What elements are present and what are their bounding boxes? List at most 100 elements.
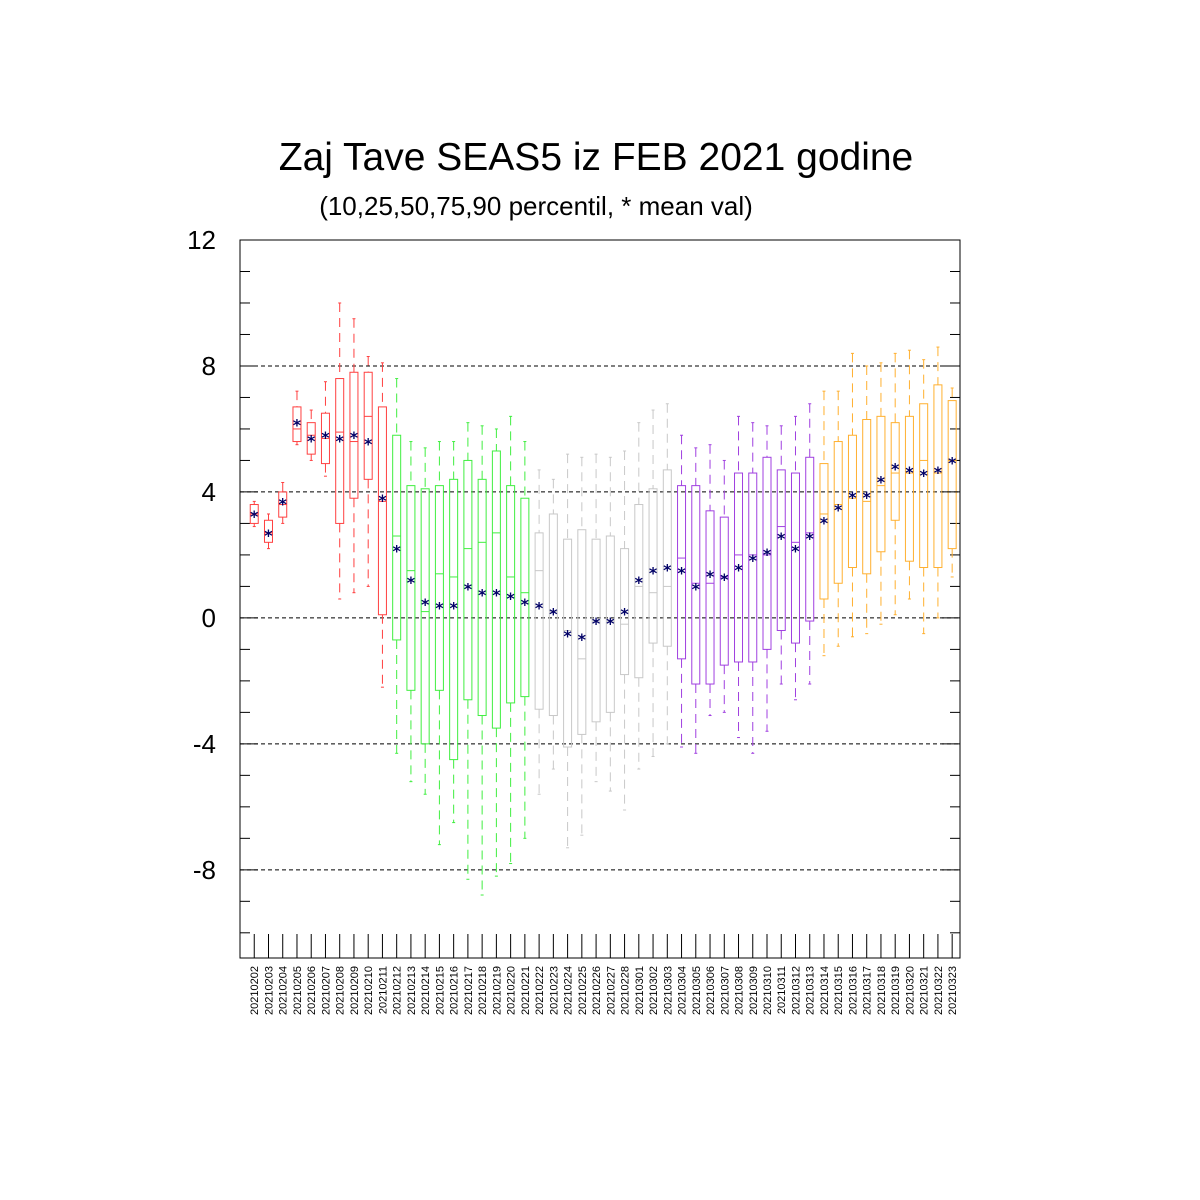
iqr-box bbox=[634, 504, 644, 679]
iqr-box bbox=[563, 538, 573, 748]
mean-marker: * bbox=[435, 598, 444, 617]
mean-marker: * bbox=[706, 567, 715, 586]
box-20210218 bbox=[477, 425, 487, 896]
mean-marker: * bbox=[350, 428, 359, 447]
mean-marker: * bbox=[592, 614, 601, 633]
x-tick-label: 20210301 bbox=[634, 966, 646, 1015]
iqr-box bbox=[947, 400, 957, 550]
mean-marker: * bbox=[321, 428, 330, 447]
mean-marker: * bbox=[677, 564, 686, 583]
box-20210314 bbox=[819, 390, 829, 657]
x-tick-label: 20210205 bbox=[292, 966, 304, 1015]
mean-marker: * bbox=[791, 542, 800, 561]
x-axis: 20210202 20210203 20210204 20210205 20210206… bbox=[249, 934, 961, 1015]
x-tick-label: 20210321 bbox=[919, 966, 931, 1015]
iqr-box bbox=[677, 485, 687, 660]
mean-marker: * bbox=[834, 501, 843, 520]
x-tick-label: 20210319 bbox=[890, 966, 902, 1015]
iqr-box bbox=[520, 497, 530, 698]
y-tick-label: 0 bbox=[202, 603, 216, 633]
y-tick-label: 12 bbox=[187, 225, 216, 255]
mean-marker: * bbox=[891, 460, 900, 479]
iqr-box bbox=[805, 456, 815, 622]
iqr-box bbox=[691, 485, 701, 685]
mean-marker: * bbox=[777, 529, 786, 548]
box-20210303 bbox=[662, 403, 672, 745]
mean-marker: * bbox=[848, 488, 857, 507]
iqr-box bbox=[620, 548, 630, 676]
box-20210204 bbox=[278, 481, 288, 524]
box-20210309 bbox=[748, 422, 758, 754]
mean-marker: * bbox=[506, 589, 515, 608]
mean-marker: * bbox=[264, 526, 273, 545]
x-tick-label: 20210304 bbox=[677, 966, 689, 1015]
mean-marker: * bbox=[464, 579, 473, 598]
mean-marker: * bbox=[549, 605, 558, 624]
box-20210307 bbox=[719, 459, 729, 713]
box-20210310 bbox=[762, 425, 772, 732]
box-20210202 bbox=[249, 500, 259, 528]
box-20210221 bbox=[520, 441, 530, 839]
iqr-box bbox=[933, 384, 943, 569]
box-20210215 bbox=[434, 441, 444, 846]
x-tick-label: 20210217 bbox=[463, 966, 475, 1015]
x-tick-label: 20210313 bbox=[805, 966, 817, 1015]
x-tick-label: 20210203 bbox=[263, 966, 275, 1015]
mean-marker: * bbox=[820, 513, 829, 532]
box-20210306 bbox=[705, 444, 715, 717]
iqr-box bbox=[449, 478, 459, 761]
x-tick-label: 20210212 bbox=[392, 966, 404, 1015]
box-20210223 bbox=[548, 478, 558, 770]
x-tick-label: 20210215 bbox=[434, 966, 446, 1015]
x-tick-label: 20210202 bbox=[249, 966, 261, 1015]
mean-marker: * bbox=[720, 570, 729, 589]
box-20210319 bbox=[890, 352, 900, 616]
iqr-box bbox=[506, 485, 516, 704]
box-20210213 bbox=[406, 441, 416, 783]
box-20210208 bbox=[335, 302, 345, 600]
iqr-box bbox=[406, 485, 416, 691]
box-20210205 bbox=[292, 390, 302, 446]
mean-marker: * bbox=[663, 561, 672, 580]
x-tick-label: 20210312 bbox=[790, 966, 802, 1015]
iqr-box bbox=[349, 371, 359, 499]
box-20210203 bbox=[263, 513, 273, 550]
iqr-box bbox=[534, 532, 544, 710]
iqr-box bbox=[306, 422, 316, 455]
mean-marker: * bbox=[734, 561, 743, 580]
mean-marker: * bbox=[535, 598, 544, 617]
y-tick-label: 8 bbox=[202, 351, 216, 381]
mean-marker: * bbox=[478, 586, 487, 605]
x-tick-label: 20210309 bbox=[748, 966, 760, 1015]
mean-marker: * bbox=[492, 586, 501, 605]
iqr-box bbox=[719, 516, 729, 666]
box-20210211 bbox=[377, 362, 387, 688]
box-20210320 bbox=[904, 349, 914, 600]
x-tick-label: 20210323 bbox=[947, 966, 959, 1015]
iqr-box bbox=[847, 434, 857, 569]
y-tick-label: -4 bbox=[193, 729, 216, 759]
mean-marker: * bbox=[749, 551, 758, 570]
mean-marker: * bbox=[606, 614, 615, 633]
x-tick-label: 20210208 bbox=[335, 966, 347, 1015]
x-tick-label: 20210305 bbox=[691, 966, 703, 1015]
mean-marker: * bbox=[948, 453, 957, 472]
x-tick-label: 20210302 bbox=[648, 966, 660, 1015]
mean-marker: * bbox=[934, 463, 943, 482]
iqr-box bbox=[463, 459, 473, 701]
x-tick-label: 20210213 bbox=[406, 966, 418, 1015]
x-tick-label: 20210226 bbox=[591, 966, 603, 1015]
iqr-box bbox=[377, 406, 387, 616]
minor-ticks bbox=[240, 270, 960, 934]
plot-frame bbox=[239, 239, 961, 959]
box-20210209 bbox=[349, 318, 359, 594]
x-tick-label: 20210220 bbox=[506, 966, 518, 1015]
x-tick-label: 20210216 bbox=[449, 966, 461, 1015]
x-tick-label: 20210219 bbox=[491, 966, 503, 1015]
iqr-box bbox=[420, 488, 430, 745]
x-tick-label: 20210211 bbox=[377, 966, 389, 1014]
mean-marker: * bbox=[307, 431, 316, 450]
box-20210225 bbox=[577, 456, 587, 836]
iqr-box bbox=[491, 450, 501, 729]
iqr-box bbox=[776, 469, 786, 631]
